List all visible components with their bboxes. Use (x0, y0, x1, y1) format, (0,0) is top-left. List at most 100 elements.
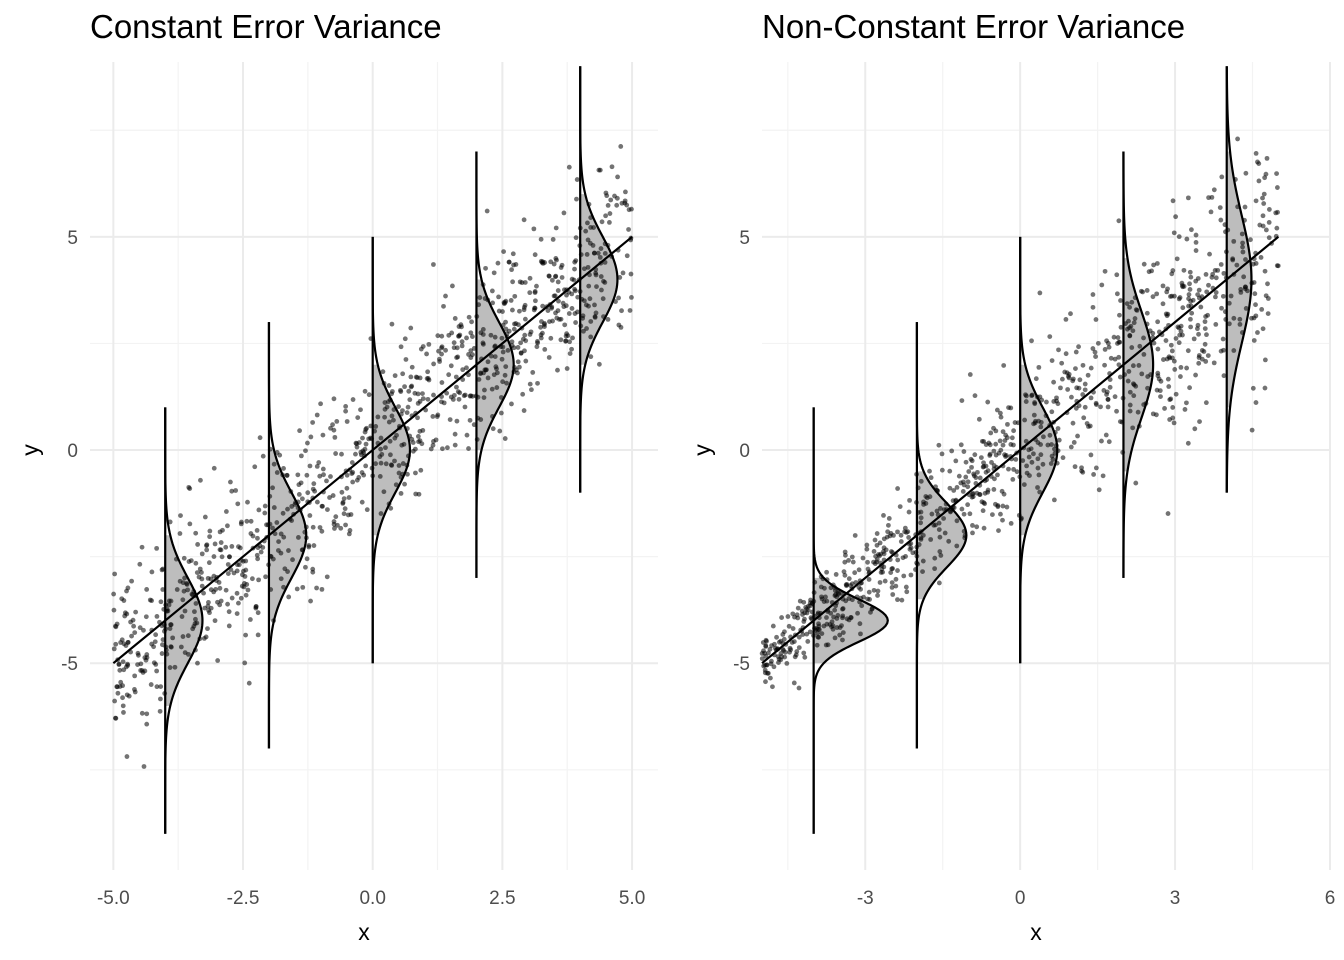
data-point (1256, 178, 1262, 184)
data-point (1185, 195, 1191, 201)
data-point (320, 432, 326, 438)
data-point (1102, 347, 1108, 352)
data-point (1095, 340, 1101, 346)
data-point (417, 375, 423, 381)
data-point (548, 335, 554, 341)
data-point (386, 419, 392, 425)
data-point (614, 202, 620, 208)
data-point (363, 463, 369, 469)
data-point (532, 305, 538, 311)
y-tick-label: -5 (61, 654, 78, 675)
data-point (258, 549, 264, 555)
data-point (814, 626, 820, 632)
data-point (1102, 268, 1108, 274)
data-point (832, 635, 838, 641)
data-point (1055, 401, 1061, 407)
data-point (271, 505, 277, 510)
data-point (1221, 347, 1226, 353)
data-point (895, 568, 900, 573)
data-point (450, 283, 455, 289)
data-point (342, 506, 348, 512)
data-point (972, 452, 978, 458)
data-point (396, 404, 401, 409)
data-point (823, 642, 829, 648)
data-point (542, 346, 548, 352)
data-point (304, 472, 310, 478)
data-point (1261, 191, 1267, 197)
data-point (534, 344, 540, 350)
density-curve (267, 322, 308, 749)
data-point (402, 336, 408, 342)
data-point (325, 507, 330, 512)
data-point (951, 488, 957, 493)
data-point (1115, 335, 1121, 340)
data-point (855, 610, 860, 616)
data-point (121, 598, 127, 603)
data-point (1166, 384, 1172, 389)
data-point (425, 396, 431, 402)
data-point (1206, 282, 1211, 288)
data-point (190, 626, 196, 632)
data-point (1181, 267, 1187, 273)
data-point (504, 380, 509, 386)
data-point (1173, 336, 1179, 341)
data-point (918, 515, 924, 521)
data-point (1156, 376, 1162, 382)
data-point (1090, 346, 1096, 351)
data-point (330, 422, 335, 428)
data-point (1221, 373, 1227, 379)
data-point (1127, 304, 1132, 310)
data-point (772, 645, 778, 651)
data-point (1082, 381, 1088, 387)
data-point (1024, 463, 1029, 469)
data-point (1114, 291, 1120, 297)
data-point (517, 308, 522, 314)
data-point (120, 659, 126, 665)
data-point (857, 621, 863, 627)
data-point (569, 306, 575, 311)
data-point (861, 594, 866, 600)
data-point (480, 332, 486, 337)
data-point (1036, 364, 1042, 370)
data-point (1203, 400, 1209, 406)
data-point (242, 660, 248, 666)
data-point (889, 585, 895, 590)
data-point (439, 351, 444, 357)
data-point (1132, 316, 1138, 321)
data-point (1219, 305, 1224, 311)
regression-line-segment (761, 235, 1280, 665)
data-point (331, 519, 337, 524)
data-point (286, 594, 292, 600)
data-point (353, 451, 358, 457)
data-point (533, 298, 538, 304)
data-point (818, 584, 824, 590)
data-point (158, 599, 164, 605)
density-curve (475, 151, 515, 578)
data-point (1203, 359, 1209, 364)
data-point (833, 572, 839, 577)
data-point (1072, 464, 1078, 470)
data-point (129, 633, 134, 639)
data-point (548, 259, 554, 265)
data-point (1040, 461, 1046, 467)
data-point (298, 453, 304, 459)
data-point (800, 632, 806, 637)
data-point (238, 521, 244, 527)
data-point (871, 549, 877, 554)
data-point (201, 635, 207, 641)
data-point (290, 557, 295, 563)
data-point (324, 478, 329, 484)
data-point (1051, 379, 1057, 385)
data-point (1251, 338, 1257, 343)
data-point (856, 585, 862, 590)
data-point (793, 652, 799, 658)
data-point (276, 539, 281, 545)
y-tick-labels: -5 0 5 (61, 228, 78, 675)
data-point (897, 504, 903, 509)
data-point (972, 393, 978, 399)
data-point (430, 442, 436, 448)
data-point (260, 453, 266, 459)
data-point (1207, 251, 1212, 257)
data-point (356, 475, 362, 480)
data-point (334, 419, 340, 424)
